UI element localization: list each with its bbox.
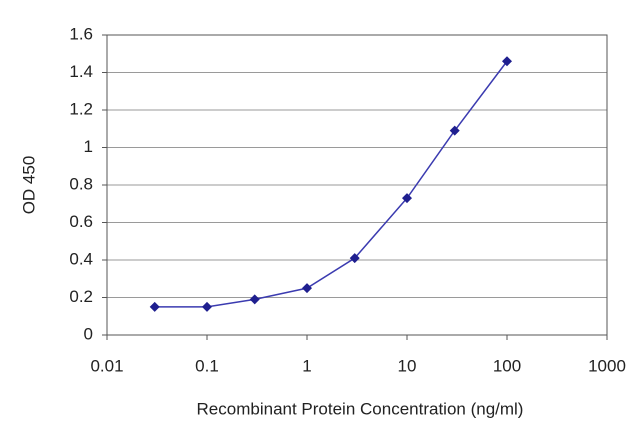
y-tick-label: 0 (84, 324, 93, 343)
x-tick-label: 100 (493, 356, 521, 375)
data-point (449, 125, 460, 136)
x-tick-label: 1 (302, 356, 311, 375)
data-point (202, 301, 212, 312)
y-tick-label: 0.6 (69, 212, 93, 231)
y-tick-label: 1.2 (69, 99, 93, 118)
plot-area (106, 34, 608, 336)
data-point (349, 253, 360, 264)
y-tick-label: 0.4 (69, 249, 93, 268)
y-tick-label: 0.2 (69, 287, 93, 306)
y-tick-label: 1.6 (69, 24, 93, 43)
y-tick-label: 0.8 (69, 174, 93, 193)
x-tick-label: 0.01 (90, 356, 123, 375)
data-point (149, 301, 160, 312)
x-tick-label: 0.1 (195, 356, 219, 375)
x-tick-label: 10 (398, 356, 417, 375)
x-tick-label: 1000 (588, 356, 626, 375)
data-line (154, 60, 508, 308)
data-point (502, 56, 512, 67)
data-point (249, 294, 260, 305)
data-point (302, 283, 312, 294)
x-axis-label: Recombinant Protein Concentration (ng/ml… (197, 399, 524, 418)
y-axis-label: OD 450 (19, 156, 38, 215)
data-point (402, 193, 412, 204)
y-tick-label: 1 (84, 137, 93, 156)
y-tick-label: 1.4 (69, 62, 93, 81)
